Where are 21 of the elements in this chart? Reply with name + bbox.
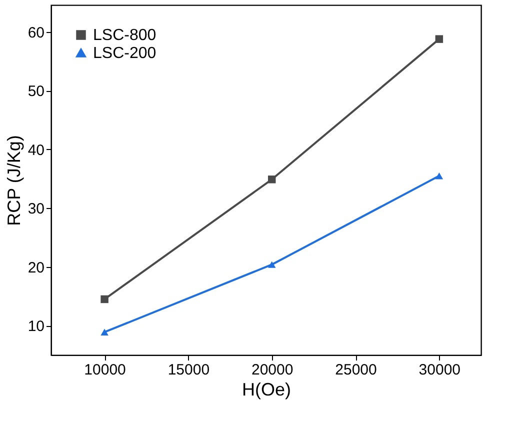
point (268, 176, 276, 184)
x-tick-label: 10000 (84, 362, 126, 378)
y-axis-title: RCP (J/Kg) (4, 135, 24, 226)
y-tick-label: 10 (28, 318, 44, 336)
legend-label: LSC-200 (93, 45, 156, 62)
x-tick-label: 15000 (168, 362, 210, 378)
x-tick-label: 20000 (251, 362, 294, 378)
y-tick-label: 60 (28, 24, 44, 42)
y-tick-label: 30 (28, 200, 44, 218)
x-tick-label: 25000 (335, 362, 377, 378)
y-tick-label: 50 (28, 83, 44, 100)
y-tick-label: 40 (28, 142, 44, 159)
point (100, 295, 108, 304)
y-tick-label: 20 (28, 259, 44, 276)
point (435, 172, 444, 180)
x-tick-label: 30000 (418, 362, 461, 378)
x-axis-title: H(Oe) (242, 380, 291, 400)
point (268, 261, 276, 268)
point (435, 35, 444, 43)
point (100, 328, 108, 336)
legend-label: LSC-800 (93, 27, 156, 44)
